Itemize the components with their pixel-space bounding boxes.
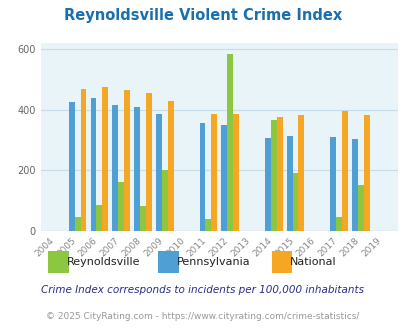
Bar [276, 117, 282, 231]
Bar [167, 101, 173, 231]
Bar [351, 139, 357, 231]
Bar [156, 114, 162, 231]
Bar [75, 217, 80, 231]
Text: Pennsylvania: Pennsylvania [176, 257, 249, 267]
Bar [162, 170, 167, 231]
Bar [118, 182, 124, 231]
Text: Reynoldsville: Reynoldsville [67, 257, 140, 267]
Bar [134, 107, 140, 231]
Text: Crime Index corresponds to incidents per 100,000 inhabitants: Crime Index corresponds to incidents per… [41, 285, 364, 295]
Bar [292, 173, 298, 231]
Bar [68, 102, 75, 231]
Bar [329, 137, 335, 231]
Bar [96, 205, 102, 231]
Bar [102, 87, 108, 231]
Bar [270, 120, 276, 231]
Bar [145, 93, 151, 231]
Bar [112, 105, 118, 231]
Bar [140, 206, 145, 231]
Text: Reynoldsville Violent Crime Index: Reynoldsville Violent Crime Index [64, 8, 341, 23]
Bar [363, 115, 369, 231]
Text: National: National [290, 257, 336, 267]
Bar [90, 97, 96, 231]
Bar [232, 114, 239, 231]
Bar [199, 123, 205, 231]
Bar [221, 125, 227, 231]
Bar [341, 111, 347, 231]
Bar [286, 136, 292, 231]
Bar [205, 219, 211, 231]
Bar [357, 184, 363, 231]
Bar [211, 114, 217, 231]
Bar [227, 54, 232, 231]
Text: © 2025 CityRating.com - https://www.cityrating.com/crime-statistics/: © 2025 CityRating.com - https://www.city… [46, 312, 359, 321]
Bar [80, 89, 86, 231]
Bar [264, 138, 270, 231]
Bar [298, 115, 304, 231]
Bar [335, 217, 341, 231]
Bar [124, 90, 130, 231]
